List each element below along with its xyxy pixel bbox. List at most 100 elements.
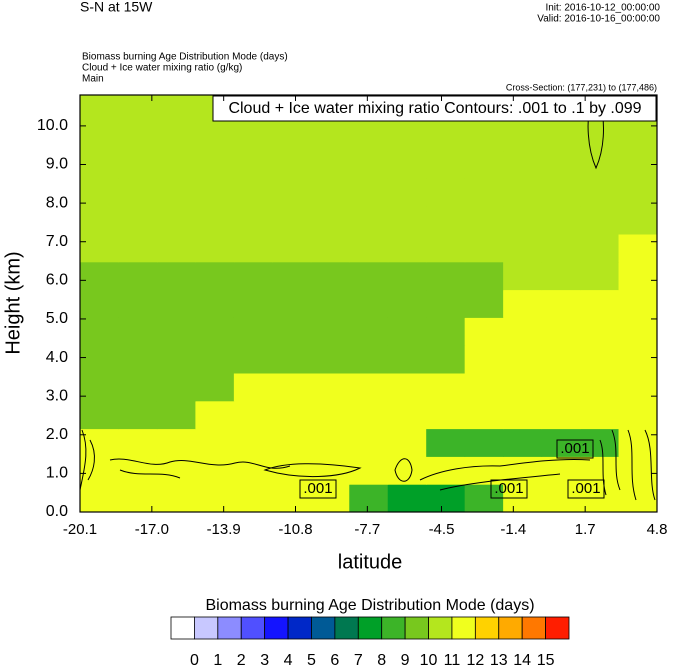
field-cell bbox=[195, 206, 235, 235]
field-cell bbox=[156, 206, 196, 235]
field-cell bbox=[80, 428, 119, 457]
field-cell bbox=[310, 317, 350, 346]
field-cell bbox=[118, 456, 158, 485]
field-cell bbox=[426, 122, 466, 152]
colorbar-label: 0 bbox=[190, 652, 199, 668]
field-cell bbox=[310, 234, 350, 263]
field-cell bbox=[349, 234, 389, 263]
field-cell bbox=[503, 317, 543, 346]
contour-label: .001 bbox=[494, 480, 523, 497]
colorbar-box bbox=[264, 616, 289, 640]
field-cell bbox=[195, 122, 235, 152]
field-cell bbox=[387, 373, 427, 402]
field-cell bbox=[80, 484, 119, 513]
field-cell bbox=[349, 206, 389, 235]
colorbar-label: 12 bbox=[466, 652, 484, 668]
field-cell bbox=[195, 456, 235, 485]
field-cell bbox=[464, 234, 504, 263]
field-cell bbox=[80, 456, 119, 485]
field-cell bbox=[272, 400, 312, 430]
field-cell bbox=[426, 345, 466, 374]
field-cell bbox=[426, 400, 466, 430]
field-cell bbox=[349, 400, 389, 430]
field-cell bbox=[156, 317, 196, 346]
field-cell bbox=[426, 261, 466, 291]
field-cell bbox=[464, 428, 504, 457]
field-cell bbox=[503, 261, 543, 291]
field-cell bbox=[541, 373, 581, 402]
field-cell bbox=[118, 289, 158, 318]
field-cell bbox=[156, 289, 196, 318]
x-tick-label: -7.7 bbox=[354, 521, 380, 538]
field-cell bbox=[195, 428, 235, 457]
y-tick-label: 3.0 bbox=[46, 387, 68, 404]
field-cell bbox=[80, 206, 119, 235]
field-cell bbox=[387, 317, 427, 346]
field-cell bbox=[464, 400, 504, 430]
y-tick-label: 4.0 bbox=[46, 349, 68, 366]
field-cell bbox=[618, 234, 658, 263]
field-cell bbox=[541, 317, 581, 346]
field-cell bbox=[233, 484, 273, 513]
field-cell bbox=[80, 234, 119, 263]
field bbox=[80, 95, 658, 513]
field-cell bbox=[387, 428, 427, 457]
field-cell bbox=[387, 206, 427, 235]
x-tick-label: -13.9 bbox=[207, 521, 241, 538]
colorbar-box bbox=[498, 616, 523, 640]
field-cell bbox=[503, 122, 543, 152]
field-cell bbox=[272, 234, 312, 263]
field-cell bbox=[156, 484, 196, 513]
field-cell bbox=[80, 373, 119, 402]
field-cell bbox=[195, 289, 235, 318]
field-cell bbox=[541, 400, 581, 430]
field-cell bbox=[156, 178, 196, 207]
valid-time: Valid: 2016-10-16_00:00:00 bbox=[537, 14, 660, 25]
field-cell bbox=[195, 373, 235, 402]
field-cell bbox=[541, 289, 581, 318]
field-cell bbox=[464, 206, 504, 235]
field-cell bbox=[156, 95, 196, 124]
field-cell bbox=[195, 261, 235, 291]
x-tick-label: 1.7 bbox=[575, 521, 596, 538]
field-cell bbox=[349, 122, 389, 152]
field-cell bbox=[118, 150, 158, 179]
field-cell bbox=[118, 345, 158, 374]
field-cell bbox=[464, 289, 504, 318]
contour-line bbox=[394, 458, 413, 482]
colorbar-label: 15 bbox=[537, 652, 555, 668]
field-cell bbox=[118, 234, 158, 263]
field-cell bbox=[156, 261, 196, 291]
field-cell bbox=[310, 345, 350, 374]
label-box bbox=[299, 479, 337, 499]
y-tick-label: 2.0 bbox=[46, 426, 68, 443]
colorbar-box bbox=[545, 616, 570, 640]
field-cell bbox=[503, 150, 543, 179]
field-cell bbox=[80, 95, 119, 124]
colorbar-box bbox=[287, 616, 312, 640]
y-tick-label: 9.0 bbox=[46, 156, 68, 173]
field-cell bbox=[349, 178, 389, 207]
field-cell bbox=[580, 317, 620, 346]
field-cell bbox=[464, 317, 504, 346]
field-cell bbox=[272, 206, 312, 235]
field-cell bbox=[310, 373, 350, 402]
label-box bbox=[556, 439, 594, 459]
field-cell bbox=[118, 95, 158, 124]
field-cell bbox=[195, 178, 235, 207]
field-cell bbox=[541, 261, 581, 291]
field-cell bbox=[233, 428, 273, 457]
colorbar-label: 6 bbox=[330, 652, 339, 668]
field-cell bbox=[195, 234, 235, 263]
field-cell bbox=[233, 345, 273, 374]
field-cell bbox=[156, 122, 196, 152]
field-cell bbox=[80, 345, 119, 374]
field-cell bbox=[387, 234, 427, 263]
field-cell bbox=[618, 373, 658, 402]
field-cell bbox=[118, 484, 158, 513]
field-cell bbox=[233, 317, 273, 346]
field-cell bbox=[618, 484, 658, 513]
field-cell bbox=[580, 289, 620, 318]
subtitle: Biomass burning Age Distribution Mode (d… bbox=[82, 52, 288, 63]
